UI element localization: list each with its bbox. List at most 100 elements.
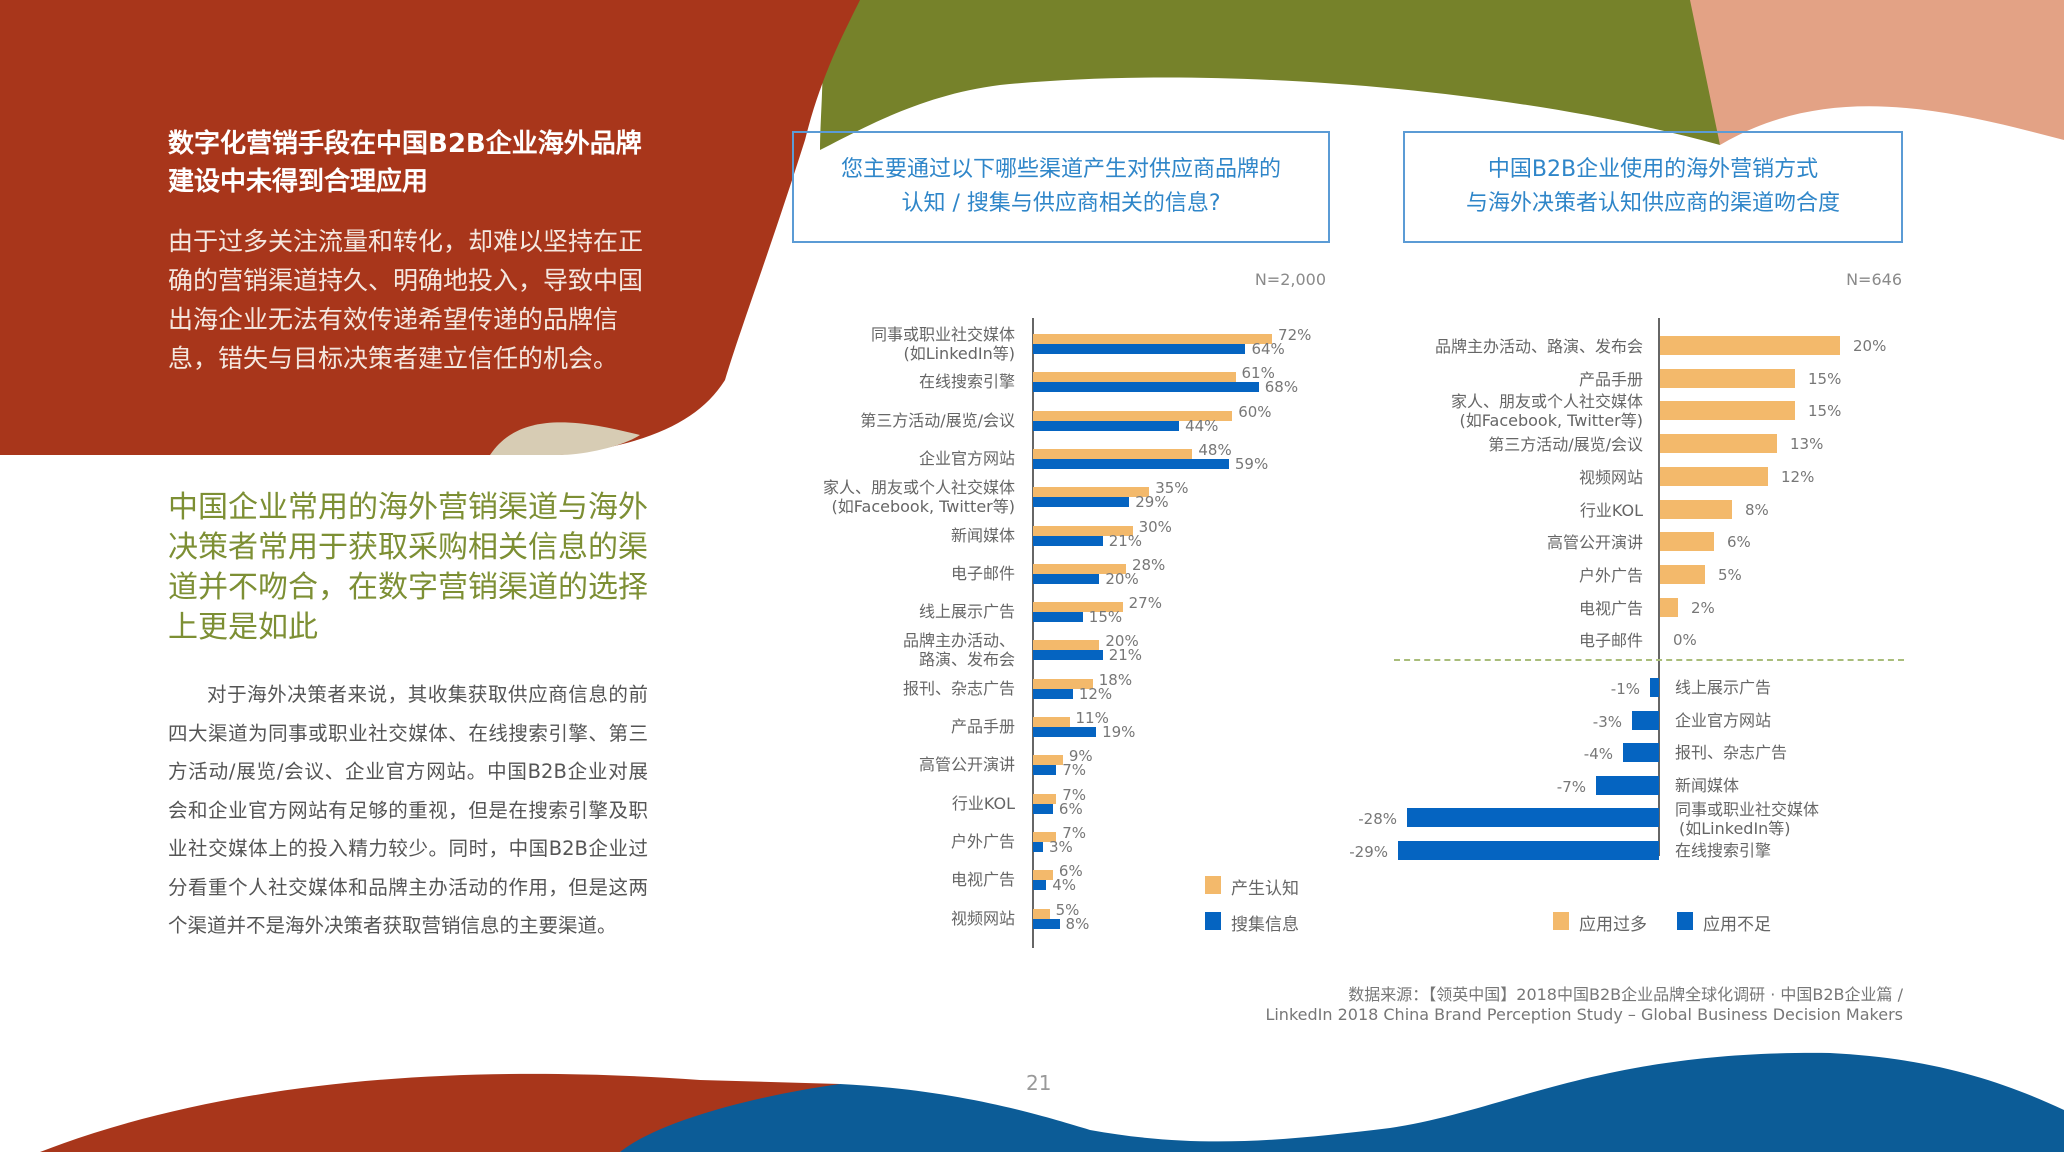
chart2-axis: [1658, 318, 1660, 856]
chart1-bar-awareness: [1033, 831, 1057, 842]
chart2-bar-over: [1660, 336, 1840, 355]
chart1-title-line2: 认知 / 搜集与供应商相关的信息?: [901, 191, 1221, 216]
chart2-category-label: 同事或职业社交媒体 (如LinkedIn等): [1675, 800, 1820, 838]
chart1-bar-search: [1033, 612, 1083, 623]
chart2-value: 6%: [1727, 533, 1751, 552]
chart1-bar-awareness: [1033, 908, 1050, 919]
chart2-title-line2: 与海外决策者认知供应商的渠道吻合度: [1465, 191, 1840, 216]
chart2-bar-over: [1660, 532, 1714, 552]
chart2-value: 13%: [1790, 435, 1824, 454]
chart1-value-search: 20%: [1105, 569, 1139, 588]
chart1-category-label: 视频网站: [950, 908, 1015, 928]
chart1-value-awareness: 35%: [1155, 479, 1189, 498]
chart2-category-label: 电视广告: [1578, 598, 1643, 618]
source-line1: 数据来源：【领英中国】2018中国B2B企业品牌全球化调研 · 中国B2B企业篇…: [1348, 985, 1903, 1004]
chart1-value-awareness: 18%: [1098, 670, 1133, 689]
chart1-value-search: 8%: [1065, 914, 1090, 933]
chart1-bar-awareness: [1033, 334, 1273, 344]
chart1-value-search: 15%: [1088, 608, 1123, 627]
chart1-value-awareness: 5%: [1055, 900, 1080, 919]
chart1-bar-awareness: [1033, 487, 1150, 498]
chart2-category-label: 企业官方网站: [1675, 710, 1772, 730]
chart2-value: 0%: [1673, 631, 1697, 650]
chart1-bar-search: [1033, 420, 1180, 431]
chart1-bar-search: [1033, 650, 1103, 661]
chart2-bar-under: [1650, 678, 1659, 697]
chart2-divider: [1394, 659, 1904, 661]
chart1-value-search: 12%: [1078, 684, 1113, 703]
left-red-shape: [0, 0, 860, 455]
chart2-bar-under: [1623, 743, 1659, 762]
chart1-value-search: 68%: [1264, 378, 1299, 397]
chart1-bar-search: [1033, 727, 1097, 737]
chart1-value-awareness: 11%: [1075, 709, 1109, 727]
chart1-category-label: 高管公开演讲: [918, 755, 1015, 775]
chart1-bar-search: [1033, 535, 1103, 546]
bottom-blue-wave: [620, 1052, 2064, 1152]
chart2-bar-over: [1660, 401, 1795, 421]
chart1-category-label: 产品手册: [950, 717, 1015, 736]
chart1-value-search: 21%: [1108, 531, 1143, 550]
chart1-legend-search: 搜集信息: [1231, 915, 1299, 935]
intro-paragraph: 由于过多关注流量和转化，却难以坚持在正确的营销渠道持久、明确地投入，导致中国出海…: [168, 227, 644, 373]
chart2-category-label: 在线搜索引擎: [1675, 840, 1772, 860]
chart2-category-label: 产品手册: [1578, 369, 1643, 389]
chart1-category-label: 品牌主办活动、 路演、发布会: [902, 631, 1015, 670]
chart1-bar-awareness: [1033, 640, 1100, 651]
chart2-category-label: 行业KOL: [1579, 500, 1643, 520]
chart1-value-awareness: 72%: [1278, 326, 1312, 344]
chart1-bar-awareness: [1033, 563, 1126, 574]
chart1-value-search: 6%: [1058, 799, 1083, 818]
chart2-title-line1: 中国B2B企业使用的海外营销方式: [1487, 157, 1819, 182]
chart1-bar-search: [1033, 573, 1100, 584]
chart1-sample-size: N=2,000: [1254, 270, 1326, 289]
beige-blob: [490, 422, 640, 455]
top-olive-shape: [810, 0, 1720, 150]
chart1-bar-awareness: [1033, 525, 1133, 536]
chart1-value-awareness: 7%: [1062, 823, 1087, 842]
chart2-category-label: 高管公开演讲: [1546, 533, 1643, 553]
chart1-value-search: 59%: [1234, 454, 1269, 473]
chart1-bar-search: [1033, 918, 1060, 929]
chart1-category-label: 同事或职业社交媒体 (如LinkedIn等): [870, 325, 1015, 363]
chart1-value-awareness: 60%: [1238, 402, 1272, 421]
source-line2: LinkedIn 2018 China Brand Perception Stu…: [1265, 1005, 1903, 1024]
chart2-category-label: 报刊、杂志广告: [1675, 743, 1788, 762]
chart2-bar-under: [1407, 808, 1659, 827]
chart2-value: -7%: [1556, 777, 1586, 796]
green-headline: 中国企业常用的海外营销渠道与海外决策者常用于获取采购相关信息的渠道并不吻合，在数…: [168, 490, 648, 645]
chart1-value-awareness: 6%: [1058, 862, 1083, 881]
legend-swatch-orange: [1553, 912, 1569, 930]
chart1-value-awareness: 28%: [1131, 555, 1166, 574]
chart2-bar-over: [1660, 434, 1777, 454]
chart1-value-awareness: 20%: [1105, 632, 1139, 651]
chart2-title-box: 中国B2B企业使用的海外营销方式 与海外决策者认知供应商的渠道吻合度: [1403, 131, 1903, 243]
chart1-value-search: 21%: [1108, 646, 1143, 665]
chart1-bar-awareness: [1033, 410, 1233, 421]
chart2-category-label: 品牌主办活动、路演、发布会: [1434, 337, 1643, 356]
chart2-bar-over: [1660, 466, 1768, 486]
chart2-value: 8%: [1745, 500, 1769, 519]
chart2-sample-size: N=646: [1846, 270, 1902, 289]
chart2-category-label: 户外广告: [1578, 565, 1643, 585]
chart1-category-label: 第三方活动/展览/会议: [860, 410, 1015, 430]
chart2-category-label: 电子邮件: [1578, 631, 1643, 651]
legend-swatch-orange: [1205, 876, 1221, 894]
chart2-category-label: 家人、朋友或个人社交媒体 (如Facebook, Twitter等): [1450, 392, 1643, 431]
chart1-category-label: 电视广告: [950, 870, 1015, 890]
chart2-value: 2%: [1691, 598, 1715, 617]
chart1-category-label: 新闻媒体: [950, 525, 1015, 545]
section-title: 数字化营销手段在中国B2B企业海外品牌建设中未得到合理应用: [168, 129, 642, 197]
body-paragraph: 对于海外决策者来说，其收集获取供应商信息的前四大渠道为同事或职业社交媒体、在线搜…: [168, 683, 648, 937]
chart1-bar-search: [1033, 344, 1246, 354]
chart1-bar-awareness: [1033, 717, 1070, 727]
legend-swatch-blue: [1205, 912, 1221, 930]
chart1-bar-awareness: [1033, 602, 1123, 613]
chart1-bar-awareness: [1033, 678, 1093, 689]
chart2-value: 15%: [1808, 402, 1842, 421]
chart1-value-awareness: 9%: [1068, 747, 1093, 766]
chart2-bar-under: [1632, 710, 1659, 730]
chart2-value: 12%: [1781, 467, 1815, 486]
chart1-category-label: 报刊、杂志广告: [902, 678, 1015, 698]
